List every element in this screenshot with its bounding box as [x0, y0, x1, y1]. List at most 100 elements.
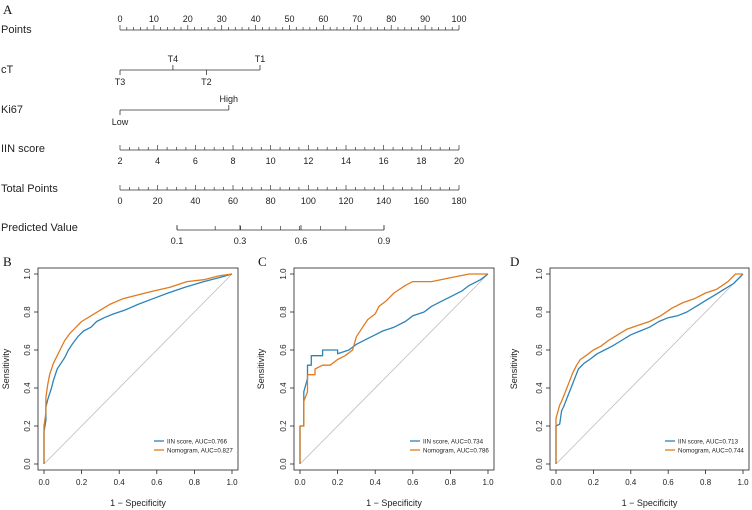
roc-curve-iin-score: [555, 273, 744, 464]
nomogram-tick-label: 80: [386, 14, 396, 24]
nomogram-tick-label: 50: [284, 14, 294, 24]
x-tick-label: 0.0: [38, 478, 50, 487]
panel-letter-a: A: [3, 2, 13, 17]
y-tick-label: 0.2: [23, 420, 32, 432]
legend-label: Nomogram, AUC=0.827: [167, 448, 233, 455]
x-axis-label: 1 − Specificity: [110, 498, 166, 508]
x-tick-label: 0.2: [588, 478, 600, 487]
nomogram-tick-label: 16: [379, 156, 389, 166]
nomogram-tick-label: Low: [112, 117, 129, 127]
nomogram-tick-label: 0: [117, 196, 122, 206]
nomogram-tick-label: High: [220, 94, 239, 104]
nomogram-tick-label: 10: [266, 156, 276, 166]
y-axis-label: Sensitivity: [1, 348, 11, 389]
y-tick-label: 0.6: [279, 344, 288, 356]
nomogram-tick-label: 60: [228, 196, 238, 206]
nomogram-tick-label: 0.9: [378, 236, 391, 246]
plot-frame: [293, 267, 495, 471]
nomogram-tick-label: 8: [230, 156, 235, 166]
nomogram-tick-label: 20: [454, 156, 464, 166]
nomogram-tick-label: 120: [338, 196, 353, 206]
nomogram-tick-label: 4: [155, 156, 160, 166]
nomogram-tick-label: 60: [318, 14, 328, 24]
nomogram-tick-label: 0: [117, 14, 122, 24]
nomogram-tick-label: 40: [251, 14, 261, 24]
nomogram-tick-label: 0.1: [171, 236, 184, 246]
legend-box: [661, 434, 747, 457]
x-tick-label: 0.6: [407, 478, 419, 487]
nomogram-tick-label: 20: [153, 196, 163, 206]
y-axis-label: Sensitivity: [256, 348, 266, 389]
legend-box: [406, 434, 492, 457]
nomogram-tick-label: 70: [352, 14, 362, 24]
roc-curve-iin-score: [43, 273, 233, 464]
legend-label: Nomogram, AUC=0.786: [423, 448, 489, 455]
nomogram-tick-label: 14: [341, 156, 351, 166]
panel-letter-d: D: [510, 254, 519, 269]
x-tick-label: 0.2: [76, 478, 88, 487]
x-tick-label: 0.0: [550, 478, 562, 487]
nomogram-tick-label: 0.6: [295, 236, 308, 246]
y-tick-label: 0.2: [535, 420, 544, 432]
panel-letter-b: B: [3, 254, 12, 269]
y-tick-label: 1.0: [535, 268, 544, 280]
nomogram-row-label: Ki67: [1, 104, 23, 116]
plot-frame: [549, 267, 750, 471]
reference-diagonal: [43, 273, 233, 465]
y-tick-label: 0.0: [279, 458, 288, 470]
nomogram-tick-label: 10: [149, 14, 159, 24]
x-tick-label: 1.0: [482, 478, 494, 487]
x-tick-label: 0.4: [625, 478, 637, 487]
legend-label: IIN score, AUC=0.734: [423, 439, 484, 446]
nomogram-tick-label: 100: [451, 14, 466, 24]
x-tick-label: 1.0: [737, 478, 749, 487]
x-tick-label: 0.8: [700, 478, 712, 487]
roc-curve-nomogram: [555, 273, 743, 464]
y-tick-label: 0.6: [535, 344, 544, 356]
y-tick-label: 1.0: [279, 268, 288, 280]
panel-letter-c: C: [258, 254, 267, 269]
x-tick-label: 0.0: [294, 478, 306, 487]
nomogram-row-label: cT: [1, 64, 14, 76]
nomogram-row-label: IIN score: [1, 143, 45, 155]
nomogram-tick-label: 6: [193, 156, 198, 166]
nomogram-tick-label: 30: [217, 14, 227, 24]
y-tick-label: 0.0: [23, 458, 32, 470]
nomogram-tick-label: 80: [266, 196, 276, 206]
x-tick-label: 0.2: [332, 478, 344, 487]
nomogram-tick-label: 18: [416, 156, 426, 166]
nomogram-tick-label: 0.3: [234, 236, 247, 246]
legend-box: [150, 434, 236, 457]
x-tick-label: 0.4: [370, 478, 382, 487]
y-tick-label: 1.0: [23, 268, 32, 280]
y-tick-label: 0.8: [535, 306, 544, 318]
x-tick-label: 0.8: [189, 478, 201, 487]
legend-label: IIN score, AUC=0.766: [167, 439, 228, 446]
y-tick-label: 0.0: [535, 458, 544, 470]
x-tick-label: 0.6: [663, 478, 675, 487]
nomogram-tick-label: 160: [414, 196, 429, 206]
nomogram-row-label: Predicted Value: [1, 222, 78, 234]
legend-label: IIN score, AUC=0.713: [678, 439, 739, 446]
reference-diagonal: [299, 273, 489, 465]
nomogram-tick-label: 2: [117, 156, 122, 166]
roc-curve-iin-score: [299, 273, 489, 464]
nomogram-tick-label: T1: [255, 54, 266, 64]
nomogram-tick-label: 100: [301, 196, 316, 206]
x-axis-label: 1 − Specificity: [366, 498, 422, 508]
legend-label: Nomogram, AUC=0.744: [678, 448, 744, 455]
reference-diagonal: [555, 273, 744, 465]
y-tick-label: 0.4: [23, 382, 32, 394]
nomogram-tick-label: T2: [201, 77, 212, 87]
x-tick-label: 0.8: [445, 478, 457, 487]
y-tick-label: 0.8: [279, 306, 288, 318]
nomogram-row-label: Points: [1, 24, 32, 36]
plot-frame: [37, 267, 239, 471]
y-tick-label: 0.8: [23, 306, 32, 318]
nomogram-tick-label: 12: [303, 156, 313, 166]
y-axis-label: Sensitivity: [509, 348, 519, 389]
nomogram-tick-label: T4: [168, 54, 179, 64]
y-tick-label: 0.2: [279, 420, 288, 432]
y-tick-label: 0.6: [23, 344, 32, 356]
